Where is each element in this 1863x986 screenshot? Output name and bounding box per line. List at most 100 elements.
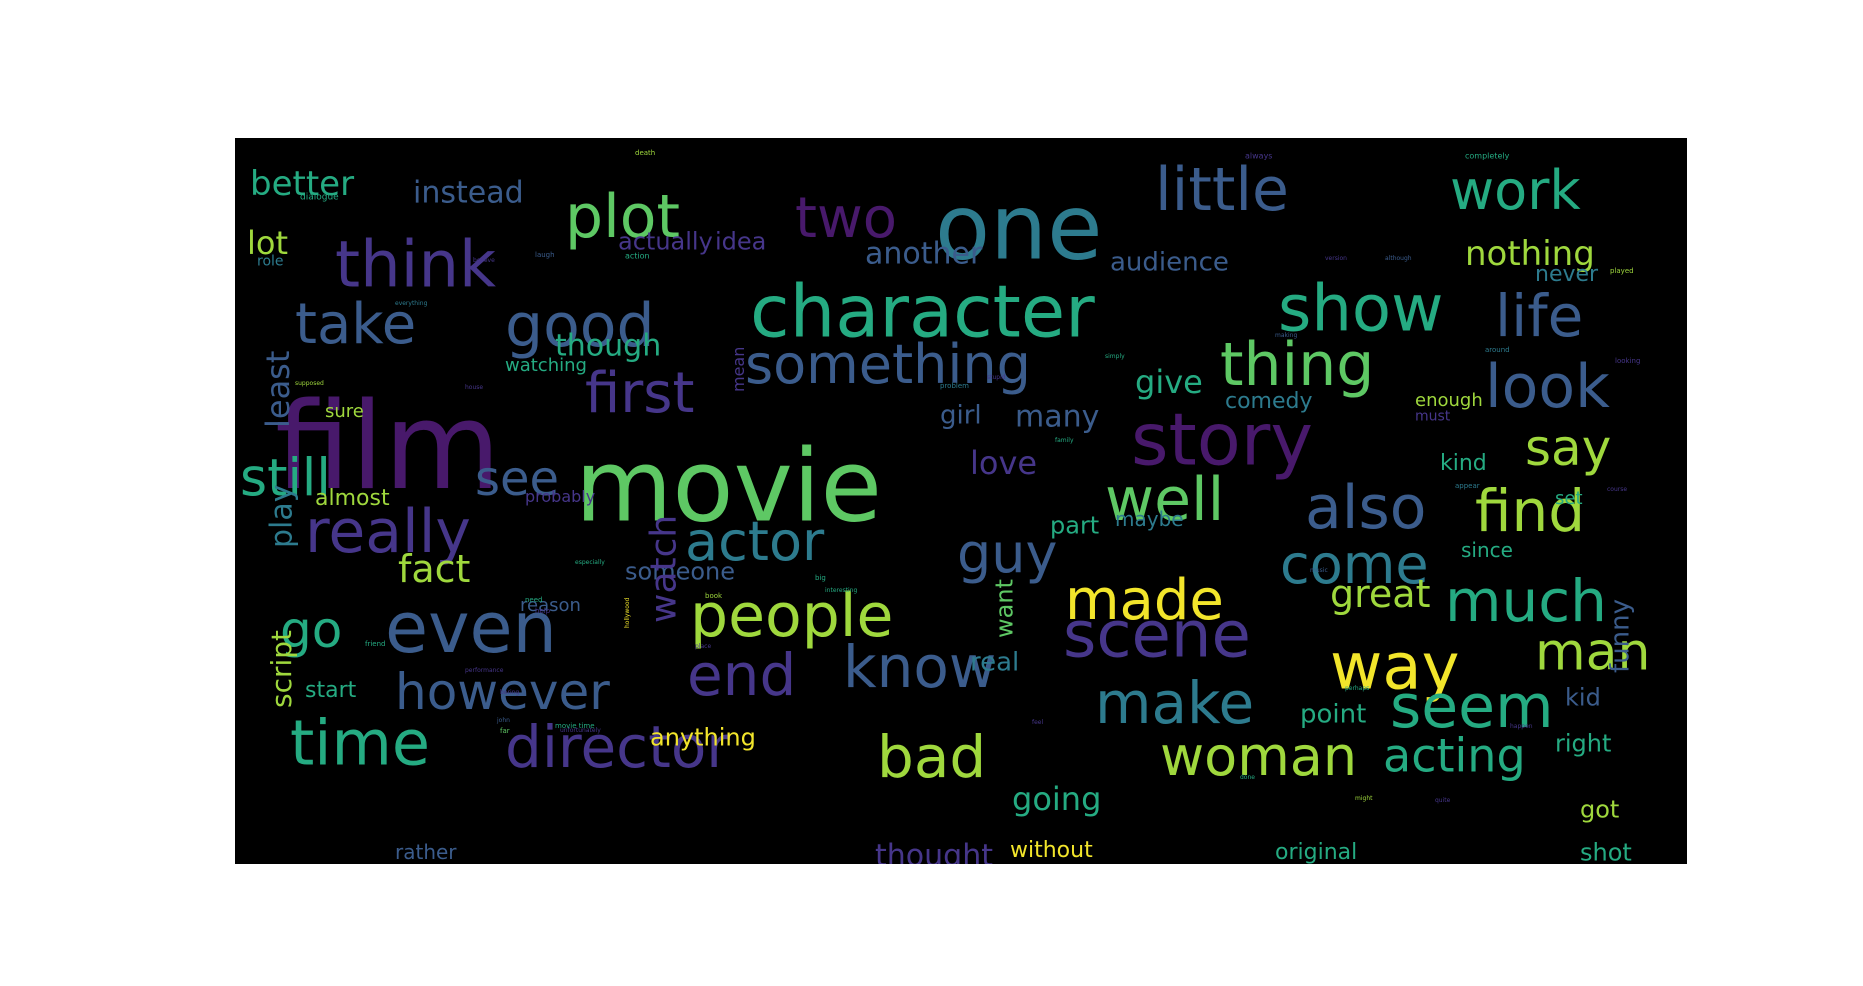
word-since: since xyxy=(1461,538,1513,562)
word-seem: seem xyxy=(1390,672,1554,742)
word-man: man xyxy=(1535,623,1650,683)
word-really: really xyxy=(305,497,471,567)
word-real: real xyxy=(970,647,1019,677)
word-funny: funny xyxy=(1605,599,1635,673)
word-simply: simply xyxy=(1105,353,1125,360)
word-acting: acting xyxy=(1383,728,1526,782)
word-life: life xyxy=(1495,282,1583,350)
word-making: making xyxy=(1275,332,1297,339)
word-idea: idea xyxy=(715,228,766,256)
word-fact: fact xyxy=(398,547,470,591)
word-movie: movie xyxy=(575,427,882,544)
word-might: might xyxy=(1355,795,1373,802)
word-want: want xyxy=(991,579,1019,638)
word-two: two xyxy=(795,186,897,251)
word-actor: actor xyxy=(685,510,825,573)
word-look: look xyxy=(1485,352,1610,422)
word-come: come xyxy=(1280,533,1429,596)
word-shot: shot xyxy=(1580,839,1632,864)
word-going: going xyxy=(1012,780,1101,818)
word-around: around xyxy=(1485,346,1510,354)
word-another: another xyxy=(865,237,983,272)
word-interesting: interesting xyxy=(825,587,857,594)
word-although: although xyxy=(1385,255,1412,262)
word-help: help xyxy=(535,607,551,615)
word-looking: looking xyxy=(1615,357,1640,365)
word-dialogue: dialogue xyxy=(300,193,339,203)
word-never: never xyxy=(1535,262,1599,287)
word-perhaps: perhaps xyxy=(1345,685,1369,692)
word-bad: bad xyxy=(877,723,986,791)
word-much: much xyxy=(1445,567,1607,635)
word-played: played xyxy=(1610,267,1634,275)
word-find: find xyxy=(1475,477,1585,545)
word-end: end xyxy=(687,641,796,709)
word-watch: watch xyxy=(644,515,685,623)
word-always: always xyxy=(1245,152,1272,161)
word-even: even xyxy=(385,587,557,669)
word-unfortunately: unfortunately xyxy=(560,727,601,734)
word-see: see xyxy=(475,451,559,507)
word-make: make xyxy=(1095,669,1254,737)
word-need: need xyxy=(525,596,543,604)
word-comedy: comedy xyxy=(1225,389,1313,414)
word-role: role xyxy=(257,254,284,270)
word-nothing: nothing xyxy=(1465,234,1595,274)
word-sure: sure xyxy=(325,401,364,422)
word-however: however xyxy=(395,663,610,721)
word-laugh: laugh xyxy=(535,251,555,259)
word-supposed: supposed xyxy=(295,380,324,387)
word-happen: happen xyxy=(1510,723,1533,730)
word-little: little xyxy=(1155,155,1289,225)
word-probably: probably xyxy=(525,487,595,506)
word-part: part xyxy=(1050,512,1099,540)
word-way: way xyxy=(1330,630,1459,704)
word-hollywood: hollywood xyxy=(624,597,631,628)
word-many: many xyxy=(1015,400,1099,435)
word-kid: kid xyxy=(1565,684,1601,712)
word-must: must xyxy=(1415,409,1451,425)
word-though: though xyxy=(555,329,661,364)
word-course: course xyxy=(1607,486,1627,493)
word-show: show xyxy=(1278,272,1443,346)
word-house: house xyxy=(465,384,483,391)
word-time: time xyxy=(290,706,430,779)
word-version: version xyxy=(1325,255,1347,262)
word-place: place xyxy=(695,643,711,650)
word-story: story xyxy=(1131,398,1313,482)
word-film: film xyxy=(275,378,501,517)
word-quite: quite xyxy=(1435,797,1451,804)
word-say: say xyxy=(1525,419,1611,477)
word-love: love xyxy=(970,444,1037,482)
word-boring: boring xyxy=(500,689,519,696)
word-someone: someone xyxy=(625,558,735,586)
word-still: still xyxy=(240,449,331,509)
word-start: start xyxy=(305,678,357,703)
word-girl: girl xyxy=(940,400,982,430)
word-character: character xyxy=(750,270,1095,354)
word-almost: almost xyxy=(315,486,390,511)
word-good: good xyxy=(505,291,655,361)
word-cloud: film movie one character show story think plot t… xyxy=(235,138,1687,864)
word-set: set xyxy=(1555,488,1583,509)
word-great: great xyxy=(1330,572,1430,616)
word-know: know xyxy=(843,633,996,701)
word-instead: instead xyxy=(413,176,524,211)
word-performance: performance xyxy=(465,667,504,674)
word-audience: audience xyxy=(1110,247,1229,277)
word-point: point xyxy=(1300,699,1366,729)
word-action: action xyxy=(625,252,650,261)
word-feel: feel xyxy=(1032,719,1043,726)
word-mean: mean xyxy=(729,347,748,392)
word-appear: appear xyxy=(1455,482,1480,490)
word-done: done xyxy=(1240,774,1255,781)
word-actually: actually xyxy=(618,228,713,256)
word-completely: completely xyxy=(1465,152,1510,161)
word-right: right xyxy=(1555,730,1611,758)
word-think: think xyxy=(335,228,496,302)
word-plot: plot xyxy=(565,182,680,252)
word-least: least xyxy=(259,351,297,428)
word-rather: rather xyxy=(395,840,457,864)
word-better: better xyxy=(250,164,354,204)
